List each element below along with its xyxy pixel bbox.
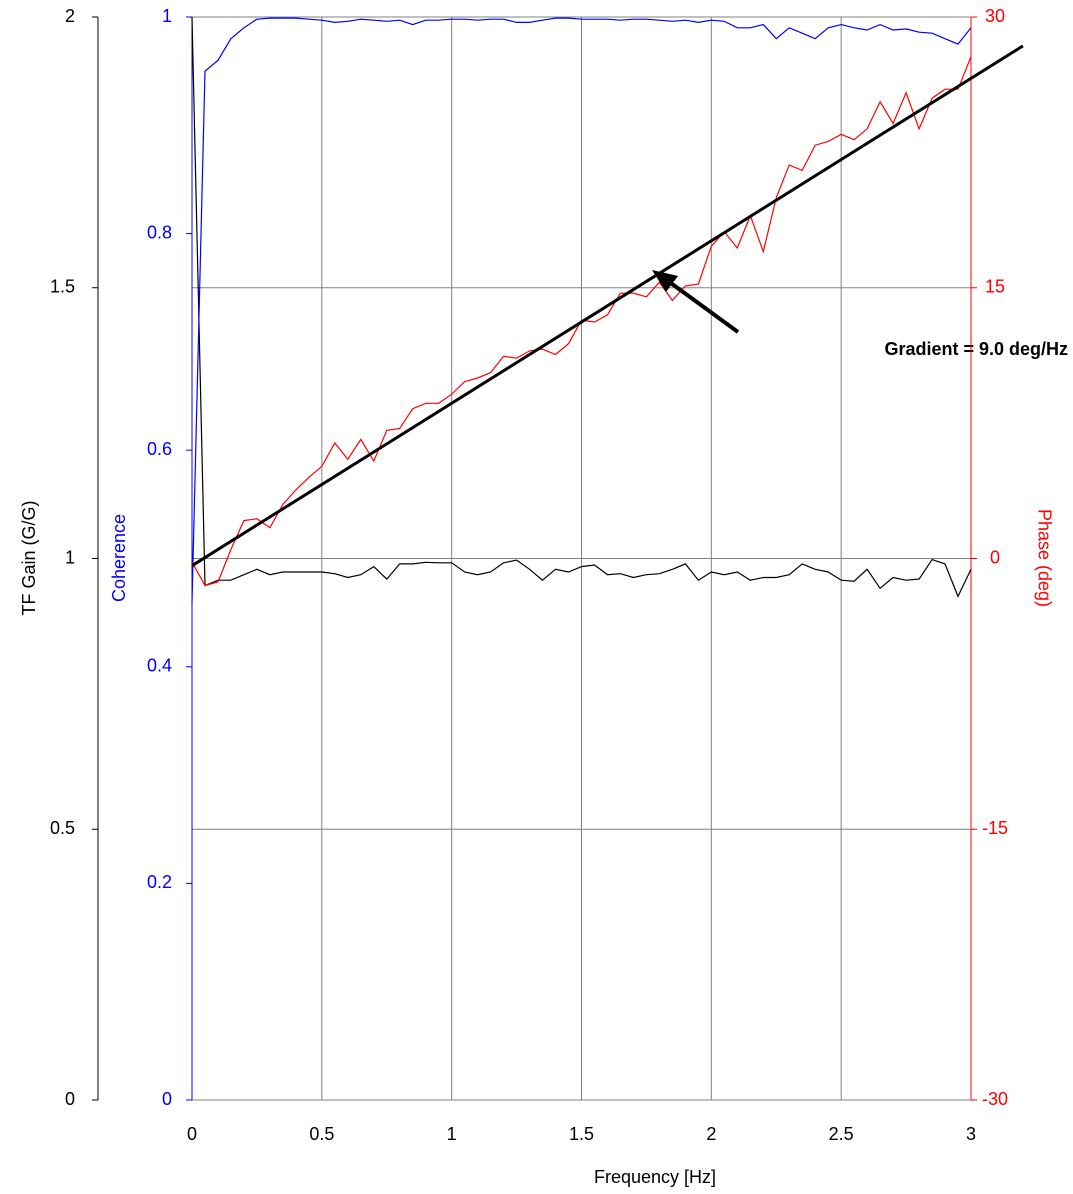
y-tick-label: 1.5	[50, 277, 75, 297]
annotation-arrowhead	[652, 270, 678, 292]
y-tick-label: 2	[65, 6, 75, 26]
series-line	[191, 56, 972, 587]
x-tick-label: 0	[187, 1124, 197, 1144]
y-tick-label: 0	[65, 1089, 75, 1109]
x-tick-label: 2.5	[829, 1124, 854, 1144]
coherence-tick-label: 0.2	[147, 872, 172, 892]
y-tick-label: 1	[65, 547, 75, 567]
annotation-bg	[762, 332, 1072, 368]
phase-tick-label: -15	[982, 818, 1008, 838]
phase-tick-label: 0	[990, 547, 1000, 567]
x-tick-label: 3	[966, 1124, 976, 1144]
phase-axis-title: Phase (deg)	[1034, 509, 1054, 607]
x-axis-title: Frequency [Hz]	[594, 1167, 716, 1187]
phase-tick-label: 15	[985, 277, 1005, 297]
coherence-tick-label: 1	[162, 6, 172, 26]
x-tick-label: 1.5	[569, 1124, 594, 1144]
coherence-tick-label: 0.4	[147, 656, 172, 676]
series-line	[191, 16, 972, 598]
phase-tick-label: 30	[985, 6, 1005, 26]
y-axis-title: TF Gain (G/G)	[19, 500, 39, 615]
x-tick-label: 0.5	[309, 1124, 334, 1144]
coherence-axis-title: Coherence	[109, 514, 129, 602]
series-line	[191, 17, 972, 602]
x-tick-label: 2	[706, 1124, 716, 1144]
x-tick-label: 1	[447, 1124, 457, 1144]
annotation-arrow	[666, 279, 740, 334]
fit-line	[191, 44, 1024, 567]
coherence-tick-label: 0.8	[147, 222, 172, 242]
phase-tick-label: -30	[982, 1089, 1008, 1109]
y-tick-label: 0.5	[50, 818, 75, 838]
coherence-tick-label: 0	[162, 1089, 172, 1109]
coherence-tick-label: 0.6	[147, 439, 172, 459]
annotation: Gradient = 9.0 deg/Hz	[884, 339, 1068, 359]
